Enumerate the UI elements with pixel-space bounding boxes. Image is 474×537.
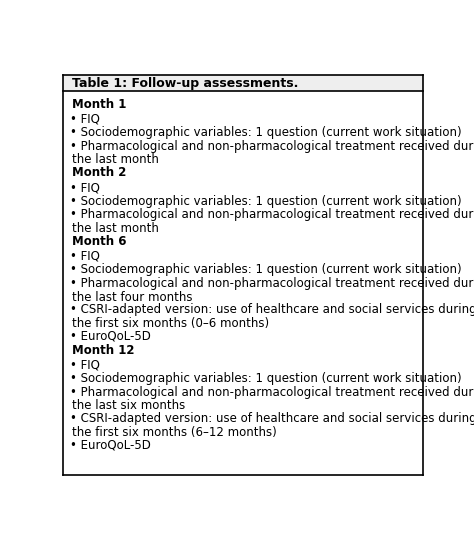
Text: Month 2: Month 2 — [72, 166, 127, 179]
Text: • CSRI-adapted version: use of healthcare and social services during: • CSRI-adapted version: use of healthcar… — [70, 303, 474, 316]
Text: • Sociodemographic variables: 1 question (current work situation): • Sociodemographic variables: 1 question… — [70, 195, 462, 208]
Text: • FIQ: • FIQ — [70, 358, 100, 372]
Text: Month 12: Month 12 — [72, 344, 135, 357]
Text: • Pharmacological and non-pharmacological treatment received during: • Pharmacological and non-pharmacologica… — [70, 208, 474, 221]
Text: • Pharmacological and non-pharmacological treatment received during: • Pharmacological and non-pharmacologica… — [70, 386, 474, 398]
Text: • FIQ: • FIQ — [70, 181, 100, 194]
Text: the last four months: the last four months — [72, 291, 192, 303]
Text: • Pharmacological and non-pharmacological treatment received during: • Pharmacological and non-pharmacologica… — [70, 277, 474, 290]
Text: • FIQ: • FIQ — [70, 112, 100, 126]
Text: the last month: the last month — [72, 154, 159, 166]
Text: • FIQ: • FIQ — [70, 250, 100, 263]
Text: • Sociodemographic variables: 1 question (current work situation): • Sociodemographic variables: 1 question… — [70, 263, 462, 277]
Text: Month 6: Month 6 — [72, 235, 127, 248]
Text: Month 1: Month 1 — [72, 98, 127, 111]
FancyBboxPatch shape — [63, 75, 423, 91]
Text: the first six months (0–6 months): the first six months (0–6 months) — [72, 317, 269, 330]
Text: the last six months: the last six months — [72, 400, 185, 412]
Text: • EuroQoL-5D: • EuroQoL-5D — [70, 330, 151, 343]
Text: • Sociodemographic variables: 1 question (current work situation): • Sociodemographic variables: 1 question… — [70, 126, 462, 139]
Text: • Sociodemographic variables: 1 question (current work situation): • Sociodemographic variables: 1 question… — [70, 372, 462, 385]
Text: • CSRI-adapted version: use of healthcare and social services during: • CSRI-adapted version: use of healthcar… — [70, 412, 474, 425]
Text: • Pharmacological and non-pharmacological treatment received during: • Pharmacological and non-pharmacologica… — [70, 140, 474, 153]
Text: the first six months (6–12 months): the first six months (6–12 months) — [72, 426, 277, 439]
Text: • EuroQoL-5D: • EuroQoL-5D — [70, 439, 151, 452]
Text: Table 1: Follow-up assessments.: Table 1: Follow-up assessments. — [72, 77, 299, 90]
Text: the last month: the last month — [72, 222, 159, 235]
